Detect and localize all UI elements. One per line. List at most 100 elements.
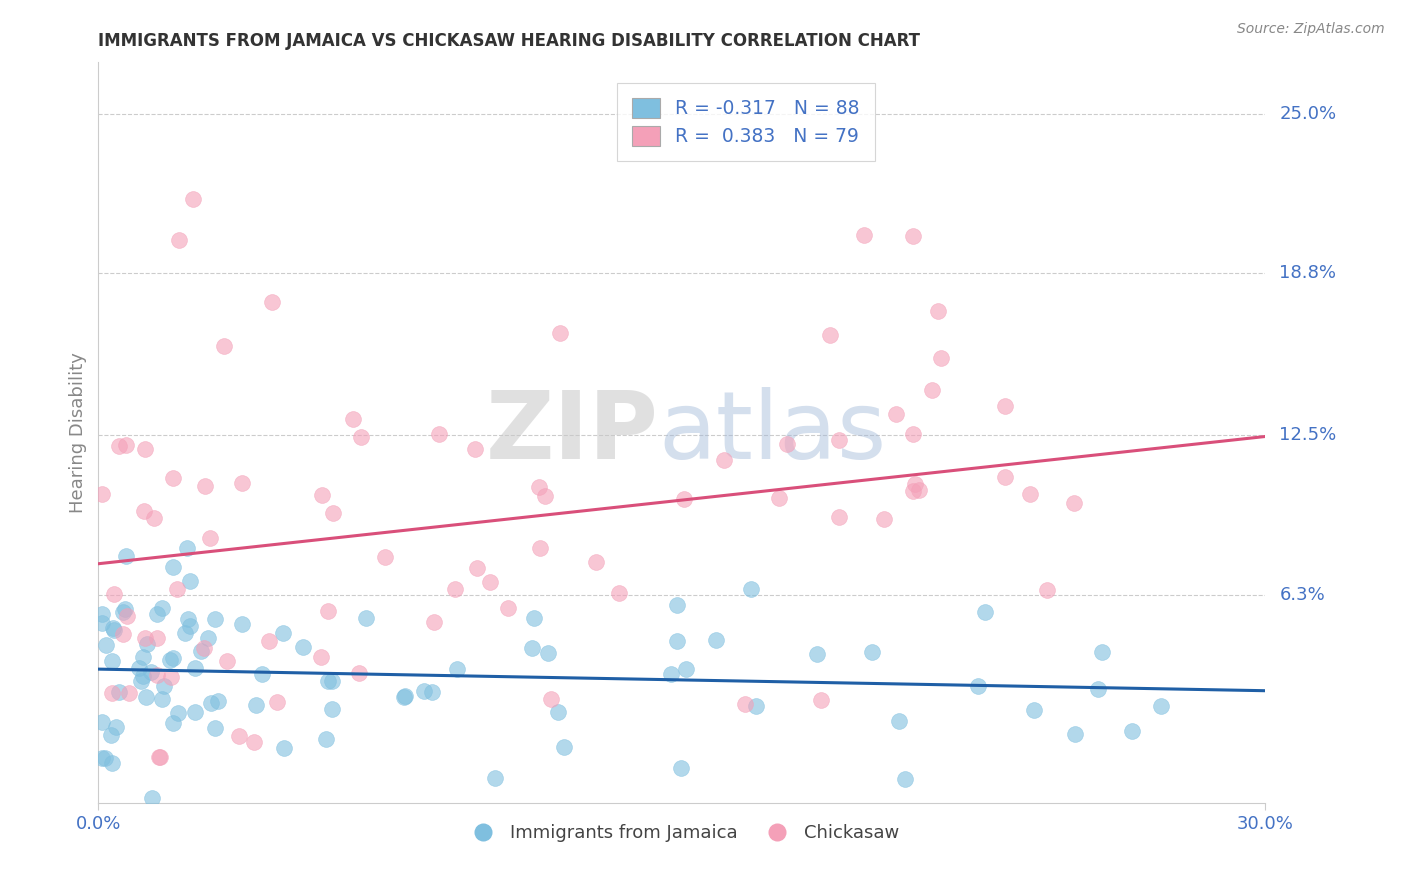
- Point: [315, 731, 337, 746]
- Point: [118, 686, 141, 700]
- Point: [243, 734, 266, 748]
- Point: [91, 750, 114, 764]
- Point: [108, 685, 131, 699]
- Point: [139, 665, 162, 680]
- Point: [818, 327, 841, 342]
- Point: [159, 670, 181, 684]
- Point: [484, 772, 506, 786]
- Point: [901, 426, 924, 441]
- Point: [148, 749, 170, 764]
- Point: [215, 654, 238, 668]
- Point: [112, 606, 135, 620]
- Point: [498, 600, 520, 615]
- Point: [134, 631, 156, 645]
- Point: [374, 549, 396, 564]
- Point: [266, 694, 288, 708]
- Point: [904, 477, 927, 491]
- Point: [974, 605, 997, 619]
- Point: [907, 483, 929, 498]
- Point: [806, 647, 828, 661]
- Point: [537, 646, 560, 660]
- Point: [316, 674, 339, 689]
- Point: [828, 433, 851, 447]
- Point: [193, 640, 215, 655]
- Point: [1024, 703, 1046, 717]
- Point: [672, 491, 695, 506]
- Point: [444, 582, 467, 596]
- Text: ZIP: ZIP: [485, 386, 658, 479]
- Point: [162, 651, 184, 665]
- Point: [994, 399, 1017, 413]
- Point: [91, 615, 114, 630]
- Point: [176, 541, 198, 555]
- Text: IMMIGRANTS FROM JAMAICA VS CHICKASAW HEARING DISABILITY CORRELATION CHART: IMMIGRANTS FROM JAMAICA VS CHICKASAW HEA…: [98, 32, 921, 50]
- Point: [927, 303, 949, 318]
- Point: [1063, 496, 1085, 510]
- Point: [146, 607, 169, 621]
- Point: [810, 693, 832, 707]
- Point: [713, 452, 735, 467]
- Point: [198, 532, 221, 546]
- Point: [96, 638, 118, 652]
- Point: [91, 714, 114, 729]
- Point: [94, 751, 117, 765]
- Point: [100, 654, 122, 668]
- Point: [669, 761, 692, 775]
- Point: [884, 407, 907, 421]
- Point: [91, 607, 114, 621]
- Point: [132, 504, 155, 518]
- Point: [322, 506, 344, 520]
- Point: [204, 721, 226, 735]
- Point: [860, 645, 883, 659]
- Point: [100, 685, 122, 699]
- Point: [354, 611, 377, 625]
- Point: [420, 685, 443, 699]
- Point: [146, 631, 169, 645]
- Point: [666, 634, 689, 648]
- Point: [1036, 583, 1059, 598]
- Point: [135, 690, 157, 705]
- Point: [273, 740, 295, 755]
- Point: [1149, 698, 1171, 713]
- Text: Source: ZipAtlas.com: Source: ZipAtlas.com: [1237, 22, 1385, 37]
- Point: [585, 555, 607, 569]
- Text: 25.0%: 25.0%: [1279, 105, 1337, 123]
- Point: [745, 699, 768, 714]
- Point: [321, 673, 343, 688]
- Point: [177, 612, 200, 626]
- Point: [520, 641, 543, 656]
- Point: [540, 692, 562, 706]
- Point: [166, 706, 188, 720]
- Point: [413, 683, 436, 698]
- Point: [1091, 645, 1114, 659]
- Point: [101, 622, 124, 636]
- Point: [342, 412, 364, 426]
- Point: [311, 488, 333, 502]
- Point: [131, 673, 153, 688]
- Point: [131, 650, 153, 665]
- Point: [115, 609, 138, 624]
- Point: [921, 383, 943, 397]
- Point: [529, 541, 551, 555]
- Point: [162, 715, 184, 730]
- Point: [929, 351, 952, 365]
- Point: [146, 668, 169, 682]
- Point: [179, 574, 201, 589]
- Point: [321, 701, 343, 715]
- Point: [534, 490, 557, 504]
- Point: [91, 487, 114, 501]
- Point: [207, 694, 229, 708]
- Point: [131, 669, 153, 683]
- Point: [150, 601, 173, 615]
- Point: [179, 619, 201, 633]
- Point: [194, 479, 217, 493]
- Point: [666, 598, 689, 612]
- Point: [675, 662, 697, 676]
- Point: [1018, 487, 1040, 501]
- Point: [212, 338, 235, 352]
- Point: [523, 611, 546, 625]
- Point: [103, 624, 125, 638]
- Point: [114, 602, 136, 616]
- Point: [115, 438, 138, 452]
- Point: [994, 470, 1017, 484]
